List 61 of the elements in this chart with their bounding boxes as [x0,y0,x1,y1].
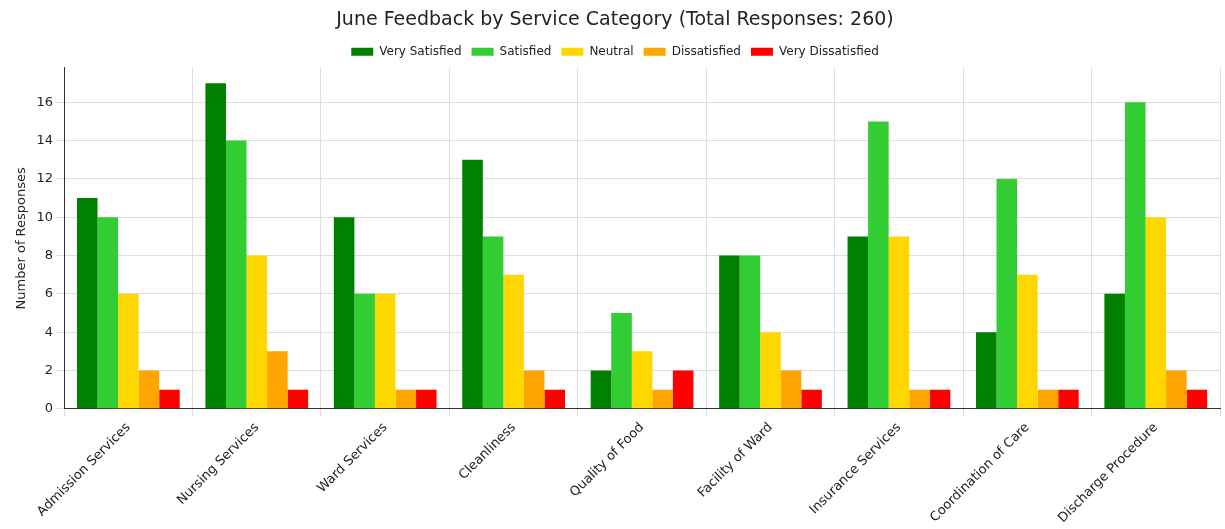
bar [909,389,930,409]
bar [996,178,1018,409]
bar [1124,102,1146,409]
legend-label: Satisfied [499,43,552,58]
bar [205,83,226,409]
bar [780,370,802,409]
bar [118,293,139,409]
bar [801,389,822,409]
bar [888,236,910,409]
bar [1058,389,1079,409]
y-tick-label: 4 [44,323,54,339]
bar [652,389,673,409]
bar [868,121,889,409]
y-tick-label: 16 [36,93,54,109]
chart-title: June Feedback by Service Category (Total Responses: 260) [335,7,894,30]
legend-label: Neutral [589,43,634,58]
bar [719,255,740,409]
bar [847,236,869,409]
bar [333,217,355,409]
bar [225,140,247,409]
bar [929,389,951,409]
bar [975,332,997,409]
bar [544,389,566,409]
bar [97,217,119,409]
bar [354,293,375,409]
y-tick-label: 14 [36,131,54,147]
legend-label: Very Dissatisfied [778,43,879,58]
bar [246,255,268,409]
y-tick-label: 6 [44,285,54,301]
bar [374,293,396,409]
bar [1037,389,1059,409]
bar [395,389,417,409]
bar [503,274,524,409]
y-axis-title: Number of Responses [13,166,29,310]
bar [416,389,437,409]
y-tick-label: 2 [44,361,54,377]
bar [611,313,632,409]
bar [287,389,309,409]
bar [138,370,160,409]
bar [1104,293,1125,409]
bar [631,351,653,409]
bar [1166,370,1187,409]
bar [739,255,761,409]
bar [672,370,694,409]
bar [159,389,180,409]
bar [1017,274,1038,409]
bar [462,159,483,409]
bar [1186,389,1208,409]
bar [76,198,98,409]
y-tick-label: 0 [44,400,54,416]
bar [590,370,612,409]
legend-label: Very Satisfied [379,43,462,58]
bar [523,370,545,409]
y-tick-label: 12 [36,170,54,186]
bar [1145,217,1167,409]
bar [760,332,781,409]
y-tick-label: 8 [44,246,54,262]
y-tick-label: 10 [36,208,54,224]
bar [482,236,504,409]
legend-label: Dissatisfied [671,43,741,58]
bar [267,351,288,409]
